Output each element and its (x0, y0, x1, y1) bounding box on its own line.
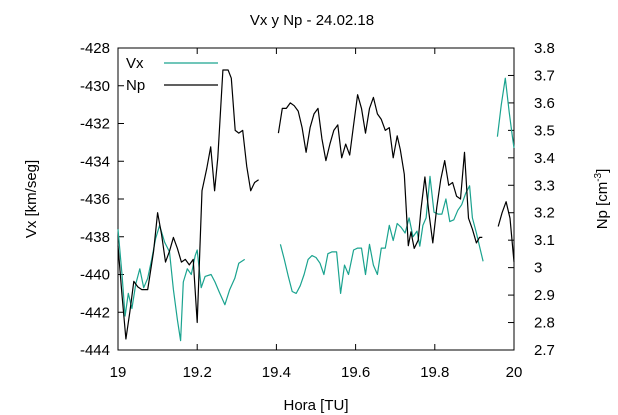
x-tick-label: 19.4 (262, 364, 291, 381)
y2-tick-label: 2.9 (534, 287, 555, 304)
y2-axis-label-exponent: -3 (593, 172, 604, 181)
series-line-vx (496, 77, 515, 149)
y2-tick-label: 3.2 (534, 205, 555, 222)
y-tick-label: -442 (80, 304, 110, 321)
series-line-vx (279, 175, 484, 294)
series-line-np (277, 94, 483, 249)
y2-tick-label: 3.5 (534, 122, 555, 139)
y-tick-label: -444 (80, 342, 110, 359)
y2-tick-label: 3.4 (534, 150, 555, 167)
y2-tick-label: 2.8 (534, 315, 555, 332)
series-layer (117, 69, 515, 342)
y-tick-label: -436 (80, 191, 110, 208)
y-tick-label: -434 (80, 153, 110, 170)
y2-tick-label: 2.7 (534, 342, 555, 359)
y2-tick-label: 3.8 (534, 40, 555, 57)
y2-tick-label: 3.7 (534, 67, 555, 84)
x-axis-label: Hora [TU] (283, 397, 348, 414)
y-tick-label: -428 (80, 40, 110, 57)
series-line-np (117, 69, 259, 340)
plot-frame (117, 47, 515, 351)
x-tick-label: 19 (110, 364, 127, 381)
y2-axis-label-main: Np [cm (594, 182, 611, 230)
legend-label-vx: Vx (126, 55, 144, 72)
y2-tick-label: 3.6 (534, 95, 555, 112)
y2-axis-label: Np [cm-3] (593, 169, 611, 230)
y-axis-label: Vx [km/seg] (23, 160, 40, 238)
y2-axis-ticks: 3.8 3.7 3.6 3.5 3.4 3.3 3.2 3.1 3 2.9 2.8 2.7 (508, 40, 555, 359)
legend-label-np: Np (126, 77, 145, 94)
y-tick-label: -438 (80, 229, 110, 246)
y-tick-label: -432 (80, 116, 110, 133)
y2-tick-label: 3 (534, 260, 542, 277)
legend: Vx Np (126, 55, 218, 94)
series-line-np (497, 201, 515, 263)
x-tick-label: 19.2 (183, 364, 212, 381)
series-line-vx (117, 224, 246, 342)
x-tick-label: 20 (506, 364, 523, 381)
y2-tick-label: 3.3 (534, 177, 555, 194)
y2-axis-label-close: ] (594, 169, 611, 173)
y2-tick-label: 3.1 (534, 232, 555, 249)
x-tick-label: 19.8 (420, 364, 449, 381)
y-tick-label: -430 (80, 78, 110, 95)
chart-title: Vx y Np - 24.02.18 (250, 12, 374, 29)
x-axis-ticks: 19 19.2 19.4 19.6 19.8 20 (110, 48, 523, 381)
y-tick-label: -440 (80, 267, 110, 284)
y-axis-ticks: -428 -430 -432 -434 -436 -438 -440 -442 -444 (80, 40, 124, 359)
x-tick-label: 19.6 (341, 364, 370, 381)
